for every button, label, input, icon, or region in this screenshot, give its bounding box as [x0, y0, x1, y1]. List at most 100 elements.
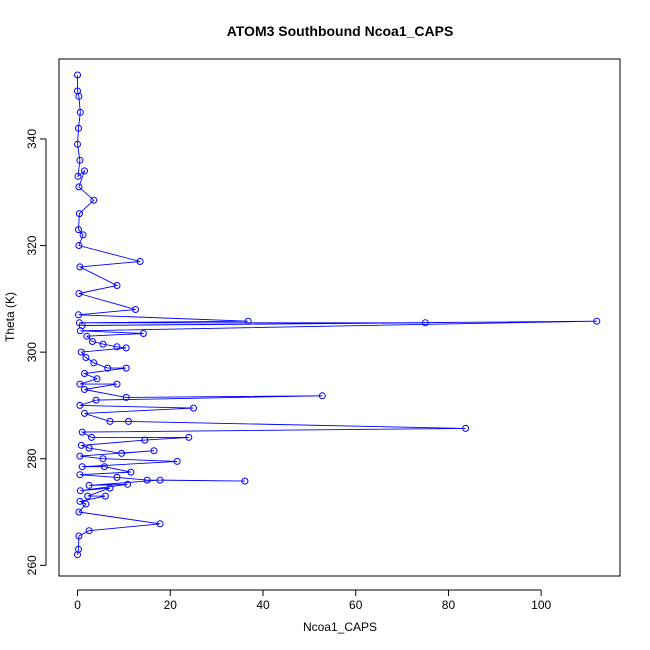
data-point: [74, 551, 81, 559]
y-tick-label: 300: [25, 342, 39, 362]
x-tick-label: 20: [164, 598, 178, 612]
data-point: [90, 196, 98, 204]
data-point: [74, 140, 81, 148]
data-point: [75, 290, 83, 297]
data-point: [78, 428, 86, 436]
data-point: [74, 172, 82, 180]
data-point: [75, 226, 82, 234]
data-point: [81, 386, 88, 393]
data-point: [462, 424, 470, 432]
data-point: [82, 500, 90, 508]
data-point: [318, 392, 326, 400]
data-point: [82, 354, 90, 361]
data-point: [173, 457, 181, 465]
data-point: [75, 183, 83, 191]
data-point: [75, 92, 83, 100]
data-point: [421, 319, 429, 327]
x-tick-label: 80: [442, 598, 456, 612]
data-point: [139, 330, 147, 337]
data-point: [78, 463, 86, 471]
data-point: [76, 401, 84, 409]
series-layer: [74, 71, 601, 559]
data-point: [76, 380, 84, 388]
data-point: [76, 156, 84, 164]
data-point: [84, 492, 92, 500]
data-point: [100, 463, 108, 471]
data-point: [156, 520, 164, 528]
data-point: [104, 364, 112, 372]
data-point: [77, 348, 85, 356]
data-point: [122, 393, 130, 401]
data-point: [99, 455, 107, 463]
data-point: [81, 167, 88, 175]
data-point: [77, 441, 85, 449]
y-tick-label: 280: [25, 448, 39, 468]
data-point: [76, 327, 84, 335]
data-point: [88, 338, 96, 345]
data-point: [75, 532, 83, 540]
data-point: [75, 242, 83, 249]
data-point: [76, 487, 84, 495]
data-point: [76, 471, 84, 479]
y-tick-label: 260: [25, 555, 39, 575]
data-point: [106, 417, 114, 425]
data-point: [75, 311, 82, 319]
data-point: [79, 231, 87, 239]
data-point: [76, 108, 84, 116]
y-tick-label: 340: [25, 129, 39, 149]
data-point: [141, 436, 149, 444]
data-point: [132, 306, 139, 313]
data-point: [124, 480, 132, 488]
data-point: [75, 124, 82, 132]
data-point: [241, 477, 249, 485]
data-point: [75, 210, 83, 218]
data-point: [106, 484, 114, 492]
data-point: [75, 545, 82, 553]
data-point: [74, 71, 81, 79]
data-point: [143, 476, 151, 484]
data-point: [76, 263, 84, 271]
data-point: [593, 317, 601, 325]
x-axis: 0 20 40 60 80 100: [74, 589, 552, 612]
x-tick-label: 100: [531, 598, 551, 612]
x-tick-label: 0: [74, 598, 81, 612]
chart-title: ATOM3 Southbound Ncoa1_CAPS: [227, 23, 454, 39]
x-tick-label: 60: [349, 598, 363, 612]
y-axis: 260 280 300 320 340: [25, 129, 47, 575]
data-point: [76, 452, 84, 460]
data-point: [122, 364, 130, 372]
data-point: [125, 417, 132, 425]
data-point: [83, 332, 91, 340]
data-point: [85, 481, 93, 489]
data-point: [185, 433, 193, 441]
data-point: [90, 359, 98, 367]
data-point: [92, 396, 100, 404]
data-point: [81, 370, 88, 377]
plot-area-frame: [58, 58, 621, 577]
y-tick-label: 320: [25, 235, 39, 255]
y-axis-label: Theta (K): [3, 292, 17, 342]
data-point: [76, 497, 84, 505]
data-point: [99, 340, 107, 348]
data-point: [93, 375, 101, 383]
data-point: [113, 343, 121, 351]
data-point: [156, 476, 164, 484]
data-point: [113, 380, 121, 388]
data-point: [118, 449, 126, 457]
data-point: [85, 444, 93, 452]
data-point: [113, 473, 121, 481]
data-point: [136, 258, 144, 265]
data-point: [113, 282, 121, 289]
data-point: [127, 468, 135, 476]
data-point: [85, 527, 93, 535]
series-line: [77, 75, 597, 555]
x-tick-label: 40: [256, 598, 270, 612]
data-point: [150, 447, 158, 455]
data-point: [88, 433, 95, 441]
data-point: [190, 404, 197, 412]
data-point: [122, 344, 130, 352]
data-point: [75, 508, 83, 516]
data-point: [101, 492, 109, 500]
data-point: [244, 317, 252, 325]
